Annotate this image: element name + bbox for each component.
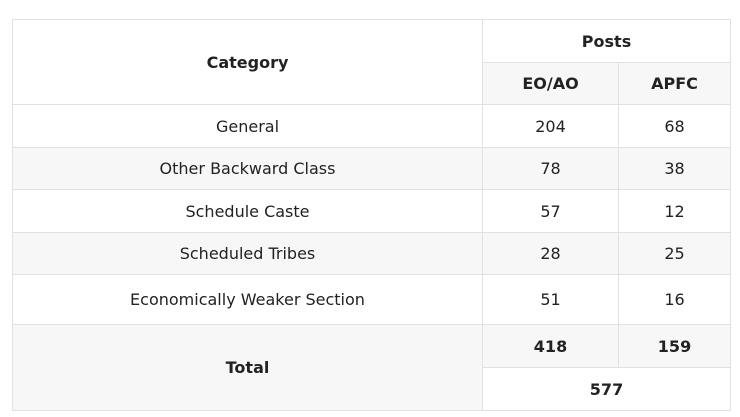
header-eo-ao: EO/AO [482,62,619,105]
header-apfc: APFC [617,62,732,105]
grand-total: 577 [481,367,732,411]
total-row: Total 418 159 [12,324,732,411]
header-posts: Posts [481,19,732,63]
row-apfc: 12 [617,189,732,233]
table-row: Other Backward Class 78 38 [12,147,732,190]
header-category: Category [12,19,483,105]
row-apfc: 68 [617,104,732,148]
row-category: Economically Weaker Section [12,274,483,325]
row-eo-ao: 204 [482,104,619,148]
total-label: Total [12,324,483,411]
row-eo-ao: 57 [482,189,619,233]
table-row: Schedule Caste 57 12 [12,189,732,233]
table-row: Scheduled Tribes 28 25 [12,232,732,275]
row-eo-ao: 51 [482,274,619,325]
table-row: General 204 68 [12,104,732,148]
row-apfc: 16 [617,274,732,325]
total-apfc: 159 [617,324,732,368]
total-eo-ao: 418 [482,324,619,368]
row-apfc: 25 [617,232,732,275]
table-row: Economically Weaker Section 51 16 [12,274,732,325]
row-category: General [12,104,483,148]
row-category: Scheduled Tribes [12,232,483,275]
header-row-top: Category Posts [12,19,732,105]
row-category: Other Backward Class [12,147,483,190]
row-apfc: 38 [617,147,732,190]
row-category: Schedule Caste [12,189,483,233]
row-eo-ao: 78 [482,147,619,190]
row-eo-ao: 28 [482,232,619,275]
posts-table-container: Category Posts EO/AO APFC General 204 68… [12,19,732,411]
posts-table: Category Posts EO/AO APFC General 204 68… [12,19,732,411]
